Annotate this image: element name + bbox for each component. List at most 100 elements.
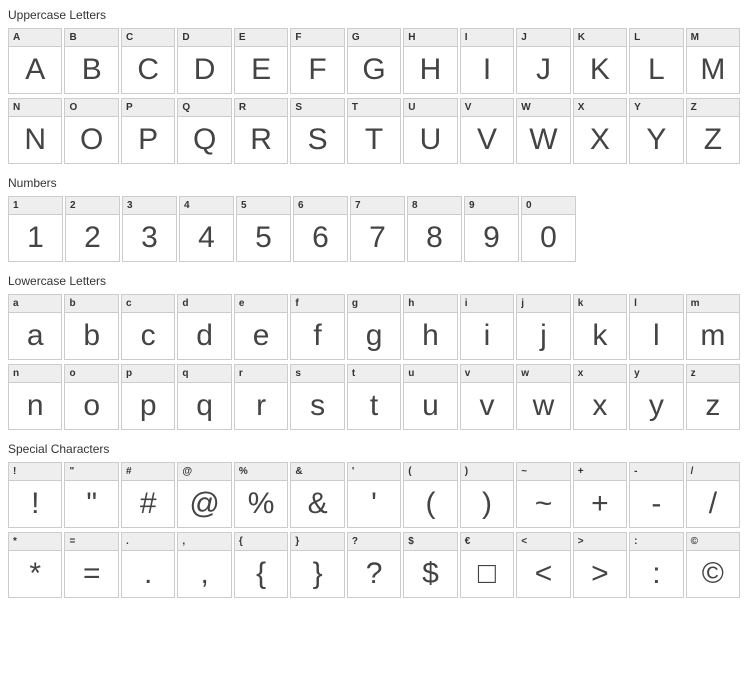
glyph-label: M: [687, 29, 739, 47]
glyph-cell: RR: [234, 98, 288, 164]
glyph-display: e: [235, 313, 287, 359]
glyph-cell: EE: [234, 28, 288, 94]
glyph-label: g: [348, 295, 400, 313]
glyph-display: V: [461, 117, 513, 163]
glyph-cell: LL: [629, 28, 683, 94]
glyph-label: 6: [294, 197, 347, 215]
glyph-display: Y: [630, 117, 682, 163]
glyph-display: S: [291, 117, 343, 163]
glyph-display: Q: [178, 117, 230, 163]
glyph-label: H: [404, 29, 456, 47]
glyph-display: *: [9, 551, 61, 597]
glyph-cell: ss: [290, 364, 344, 430]
glyph-display: i: [461, 313, 513, 359]
glyph-display: E: [235, 47, 287, 93]
glyph-cell: II: [460, 28, 514, 94]
glyph-cell: DD: [177, 28, 231, 94]
glyph-label: €: [461, 533, 513, 551]
glyph-cell: €□: [460, 532, 514, 598]
glyph-label: *: [9, 533, 61, 551]
glyph-cell: hh: [403, 294, 457, 360]
glyph-label: u: [404, 365, 456, 383]
glyph-label: }: [291, 533, 343, 551]
glyph-display: ,: [178, 551, 230, 597]
glyph-cell: ZZ: [686, 98, 740, 164]
glyph-display: z: [687, 383, 739, 429]
glyph-display: &: [291, 481, 343, 527]
glyph-cell: rr: [234, 364, 288, 430]
glyph-label: <: [517, 533, 569, 551]
glyph-cell: tt: [347, 364, 401, 430]
glyph-cell: gg: [347, 294, 401, 360]
glyph-display: w: [517, 383, 569, 429]
glyph-display: M: [687, 47, 739, 93]
glyph-cell: //: [686, 462, 740, 528]
glyph-cell: ©©: [686, 532, 740, 598]
glyph-cell: $$: [403, 532, 457, 598]
glyph-cell: 77: [350, 196, 405, 262]
glyph-cell: --: [629, 462, 683, 528]
glyph-label: R: [235, 99, 287, 117]
glyph-cell: pp: [121, 364, 175, 430]
glyph-label: P: [122, 99, 174, 117]
glyph-label: 2: [66, 197, 119, 215]
section: Special Characters!!""##@@%%&&''(())~~++…: [8, 442, 740, 598]
glyph-display: l: [630, 313, 682, 359]
glyph-cell: TT: [347, 98, 401, 164]
glyph-label: @: [178, 463, 230, 481]
glyph-label: A: [9, 29, 61, 47]
glyph-label: =: [65, 533, 117, 551]
glyph-cell: aa: [8, 294, 62, 360]
glyph-display: B: [65, 47, 117, 93]
glyph-label: D: [178, 29, 230, 47]
glyph-label: w: [517, 365, 569, 383]
glyph-cell: OO: [64, 98, 118, 164]
glyph-label: #: [122, 463, 174, 481]
glyph-cell: ??: [347, 532, 401, 598]
glyph-cell: HH: [403, 28, 457, 94]
glyph-label: y: [630, 365, 682, 383]
glyph-label: ': [348, 463, 400, 481]
glyph-label: .: [122, 533, 174, 551]
glyph-row: nnooppqqrrssttuuvvwwxxyyzz: [8, 364, 740, 430]
glyph-label: -: [630, 463, 682, 481]
glyph-label: &: [291, 463, 343, 481]
glyph-cell: 00: [521, 196, 576, 262]
glyph-cell: 11: [8, 196, 63, 262]
section-title: Special Characters: [8, 442, 740, 456]
glyph-label: ": [65, 463, 117, 481]
glyph-display: x: [574, 383, 626, 429]
glyph-label: l: [630, 295, 682, 313]
glyph-display: T: [348, 117, 400, 163]
glyph-cell: 44: [179, 196, 234, 262]
glyph-display: @: [178, 481, 230, 527]
glyph-cell: ww: [516, 364, 570, 430]
glyph-display: %: [235, 481, 287, 527]
glyph-label: $: [404, 533, 456, 551]
glyph-label: %: [235, 463, 287, 481]
glyph-cell: WW: [516, 98, 570, 164]
glyph-label: (: [404, 463, 456, 481]
glyph-display: J: [517, 47, 569, 93]
glyph-label: e: [235, 295, 287, 313]
glyph-cell: BB: [64, 28, 118, 94]
glyph-display: ~: [517, 481, 569, 527]
glyph-cell: 66: [293, 196, 348, 262]
glyph-label: E: [235, 29, 287, 47]
glyph-label: V: [461, 99, 513, 117]
glyph-cell: >>: [573, 532, 627, 598]
glyph-display: 1: [9, 215, 62, 261]
glyph-display: y: [630, 383, 682, 429]
glyph-row: aabbccddeeffgghhiijjkkllmm: [8, 294, 740, 360]
glyph-display: .: [122, 551, 174, 597]
glyph-cell: ::: [629, 532, 683, 598]
glyph-row: !!""##@@%%&&''(())~~++--//: [8, 462, 740, 528]
glyph-cell: }}: [290, 532, 344, 598]
glyph-label: W: [517, 99, 569, 117]
section-title: Numbers: [8, 176, 740, 190]
glyph-display: D: [178, 47, 230, 93]
glyph-label: x: [574, 365, 626, 383]
glyph-cell: kk: [573, 294, 627, 360]
glyph-label: ~: [517, 463, 569, 481]
glyph-label: m: [687, 295, 739, 313]
